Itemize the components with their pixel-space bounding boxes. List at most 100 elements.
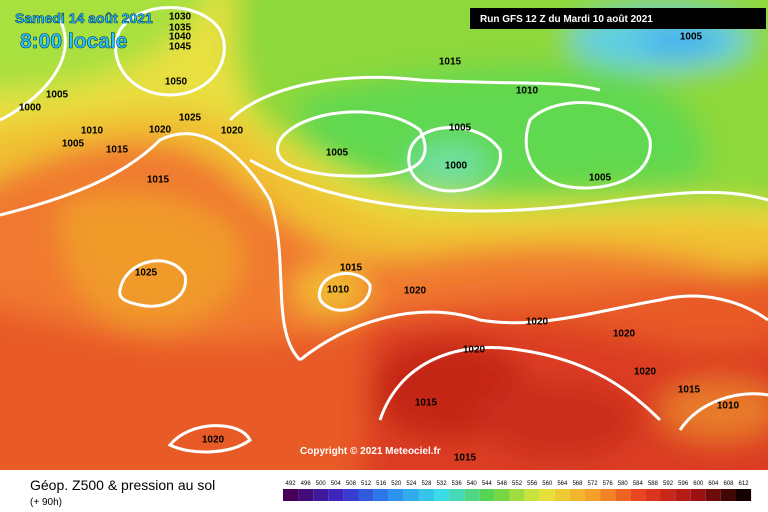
scale-swatch [343, 489, 359, 501]
isobar-label: 1050 [165, 77, 188, 88]
scale-swatch [283, 489, 299, 501]
scale-swatch [298, 489, 314, 501]
scale-label: 572 [588, 481, 599, 487]
isobar-label: 1005 [589, 173, 612, 184]
isobar-label: 1015 [454, 453, 477, 464]
color-scale: 492 496 500 504 508 512 516 520 524 528 532 536 540 5… [283, 481, 752, 501]
isobar-lines [0, 6, 768, 454]
isobar-label: 1000 [19, 103, 42, 114]
scale-label: 580 [618, 481, 629, 487]
scale-label: 596 [678, 481, 689, 487]
scale-label: 536 [452, 481, 463, 487]
scale-swatch [539, 489, 555, 501]
scale-label: 608 [723, 481, 734, 487]
isobar-label: 1015 [439, 57, 462, 68]
scale-swatch [675, 489, 691, 501]
scale-swatch [630, 489, 646, 501]
scale-swatch [388, 489, 404, 501]
scale-swatch [403, 489, 419, 501]
scale-swatch [569, 489, 585, 501]
isobar-label: 1020 [404, 286, 427, 297]
isobar-label: 1010 [717, 401, 740, 412]
scale-swatch [554, 489, 570, 501]
scale-label: 576 [603, 481, 614, 487]
isobar-label: 1020 [526, 317, 549, 328]
isobar-label: 1020 [634, 367, 657, 378]
lead-time: (+ 90h) [30, 497, 62, 508]
scale-swatch [720, 489, 736, 501]
isobar-label: 1015 [678, 385, 701, 396]
scale-label: 560 [542, 481, 553, 487]
scale-swatch [328, 489, 344, 501]
scale-swatch [358, 489, 374, 501]
scale-label: 516 [376, 481, 387, 487]
forecast-date: Samedi 14 août 2021 [15, 10, 153, 26]
isobar-label: 1020 [221, 126, 244, 137]
scale-label: 600 [693, 481, 704, 487]
scale-label: 500 [316, 481, 327, 487]
isobar-label: 1005 [680, 32, 703, 43]
isobar-label: 1035 [169, 23, 192, 34]
isobar-label: 1015 [106, 145, 129, 156]
scale-label: 544 [482, 481, 493, 487]
isobar-label: 1020 [149, 125, 172, 136]
scale-swatch [736, 489, 752, 501]
scale-label: 512 [361, 481, 372, 487]
scale-label: 552 [512, 481, 523, 487]
isobar-label: 1025 [135, 268, 158, 279]
scale-swatch [418, 489, 434, 501]
copyright: Copyright © 2021 Meteociel.fr [300, 446, 441, 457]
scale-swatch [600, 489, 616, 501]
scale-swatch [645, 489, 661, 501]
isobar-label: 1005 [326, 148, 349, 159]
isobar-label: 1010 [81, 126, 104, 137]
isobar-label: 1005 [46, 90, 69, 101]
isobar-label: 1020 [202, 435, 225, 446]
scale-swatch [494, 489, 510, 501]
isobar-label: 1030 [169, 12, 192, 23]
isobar-label: 1015 [415, 398, 438, 409]
scale-label: 568 [572, 481, 583, 487]
scale-swatch [479, 489, 495, 501]
scale-label: 528 [421, 481, 432, 487]
scale-label: 520 [391, 481, 402, 487]
scale-label: 564 [557, 481, 568, 487]
isobar-label: 1040 [169, 32, 192, 43]
scale-label: 556 [527, 481, 538, 487]
legend-title: Géop. Z500 & pression au sol [30, 477, 215, 493]
scale-swatch [464, 489, 480, 501]
isobar-label: 1010 [516, 86, 539, 97]
scale-swatch [434, 489, 450, 501]
isobar-label: 1045 [169, 42, 192, 53]
scale-label: 532 [437, 481, 448, 487]
isobar-label: 1015 [147, 175, 170, 186]
isobar-label: 1000 [445, 161, 468, 172]
isobar-label: 1015 [340, 263, 363, 274]
isobar-label: 1005 [449, 123, 472, 134]
isobar-label: 1020 [613, 329, 636, 340]
isobar-label: 1025 [179, 113, 202, 124]
isobar-label: 1020 [463, 345, 486, 356]
scale-label: 592 [663, 481, 674, 487]
scale-label: 508 [346, 481, 357, 487]
scale-label: 504 [331, 481, 342, 487]
scale-label: 604 [708, 481, 719, 487]
scale-label: 492 [286, 481, 297, 487]
run-label: Run GFS 12 Z du Mardi 10 août 2021 [480, 14, 653, 25]
scale-swatch [705, 489, 721, 501]
scale-swatch [524, 489, 540, 501]
run-box [470, 8, 766, 29]
isobar-label: 1010 [327, 285, 350, 296]
scale-swatch [313, 489, 329, 501]
scale-swatch [615, 489, 631, 501]
scale-swatch [660, 489, 676, 501]
scale-swatch [509, 489, 525, 501]
forecast-time: 8:00 locale [20, 30, 127, 53]
scale-label: 524 [406, 481, 417, 487]
scale-label: 612 [739, 481, 750, 487]
isobar-label: 1005 [62, 139, 85, 150]
scale-swatch [585, 489, 601, 501]
scale-swatch [449, 489, 465, 501]
scale-swatch [373, 489, 389, 501]
